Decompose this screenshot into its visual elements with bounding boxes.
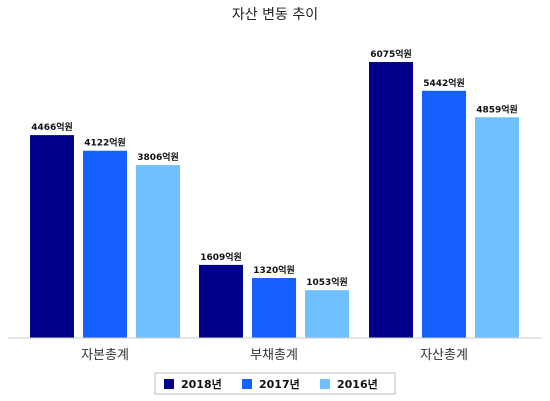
legend-swatch-2 <box>242 379 252 389</box>
legend-swatch-3 <box>320 379 330 389</box>
data-label-2-1: 1609억원 <box>200 251 242 263</box>
bars-layer <box>30 62 519 339</box>
legend: 2018년 2017년 2016년 <box>154 372 396 395</box>
data-label-1-2: 4122억원 <box>84 137 126 149</box>
legend-label-2: 2017년 <box>259 377 300 391</box>
chart-title: 자산 변동 추이 <box>232 7 318 23</box>
bar-2-3 <box>305 290 349 338</box>
data-label-3-3: 4859억원 <box>476 103 518 115</box>
bar-3-2 <box>422 90 466 339</box>
bar-2-1 <box>199 264 243 338</box>
legend-label-3: 2016년 <box>337 377 378 391</box>
category-label-3: 자산총계 <box>420 348 468 363</box>
category-label-1: 자본총계 <box>81 348 129 363</box>
bar-3-3 <box>475 117 519 338</box>
bar-1-3 <box>136 165 180 338</box>
data-label-3-2: 5442억원 <box>423 77 465 89</box>
category-label-2: 부채총계 <box>250 348 298 363</box>
data-label-1-1: 4466억원 <box>31 121 73 133</box>
bar-1-1 <box>30 135 74 338</box>
data-label-2-3: 1053억원 <box>306 276 348 288</box>
bar-3-1 <box>369 62 413 339</box>
bar-2-2 <box>252 278 296 338</box>
data-label-3-1: 6075억원 <box>370 48 412 60</box>
data-label-1-3: 3806억원 <box>137 151 179 163</box>
data-label-2-2: 1320억원 <box>253 264 295 276</box>
legend-box <box>154 372 396 395</box>
bar-1-2 <box>83 150 127 338</box>
legend-swatch-1 <box>164 379 174 389</box>
legend-label-1: 2018년 <box>181 377 222 391</box>
